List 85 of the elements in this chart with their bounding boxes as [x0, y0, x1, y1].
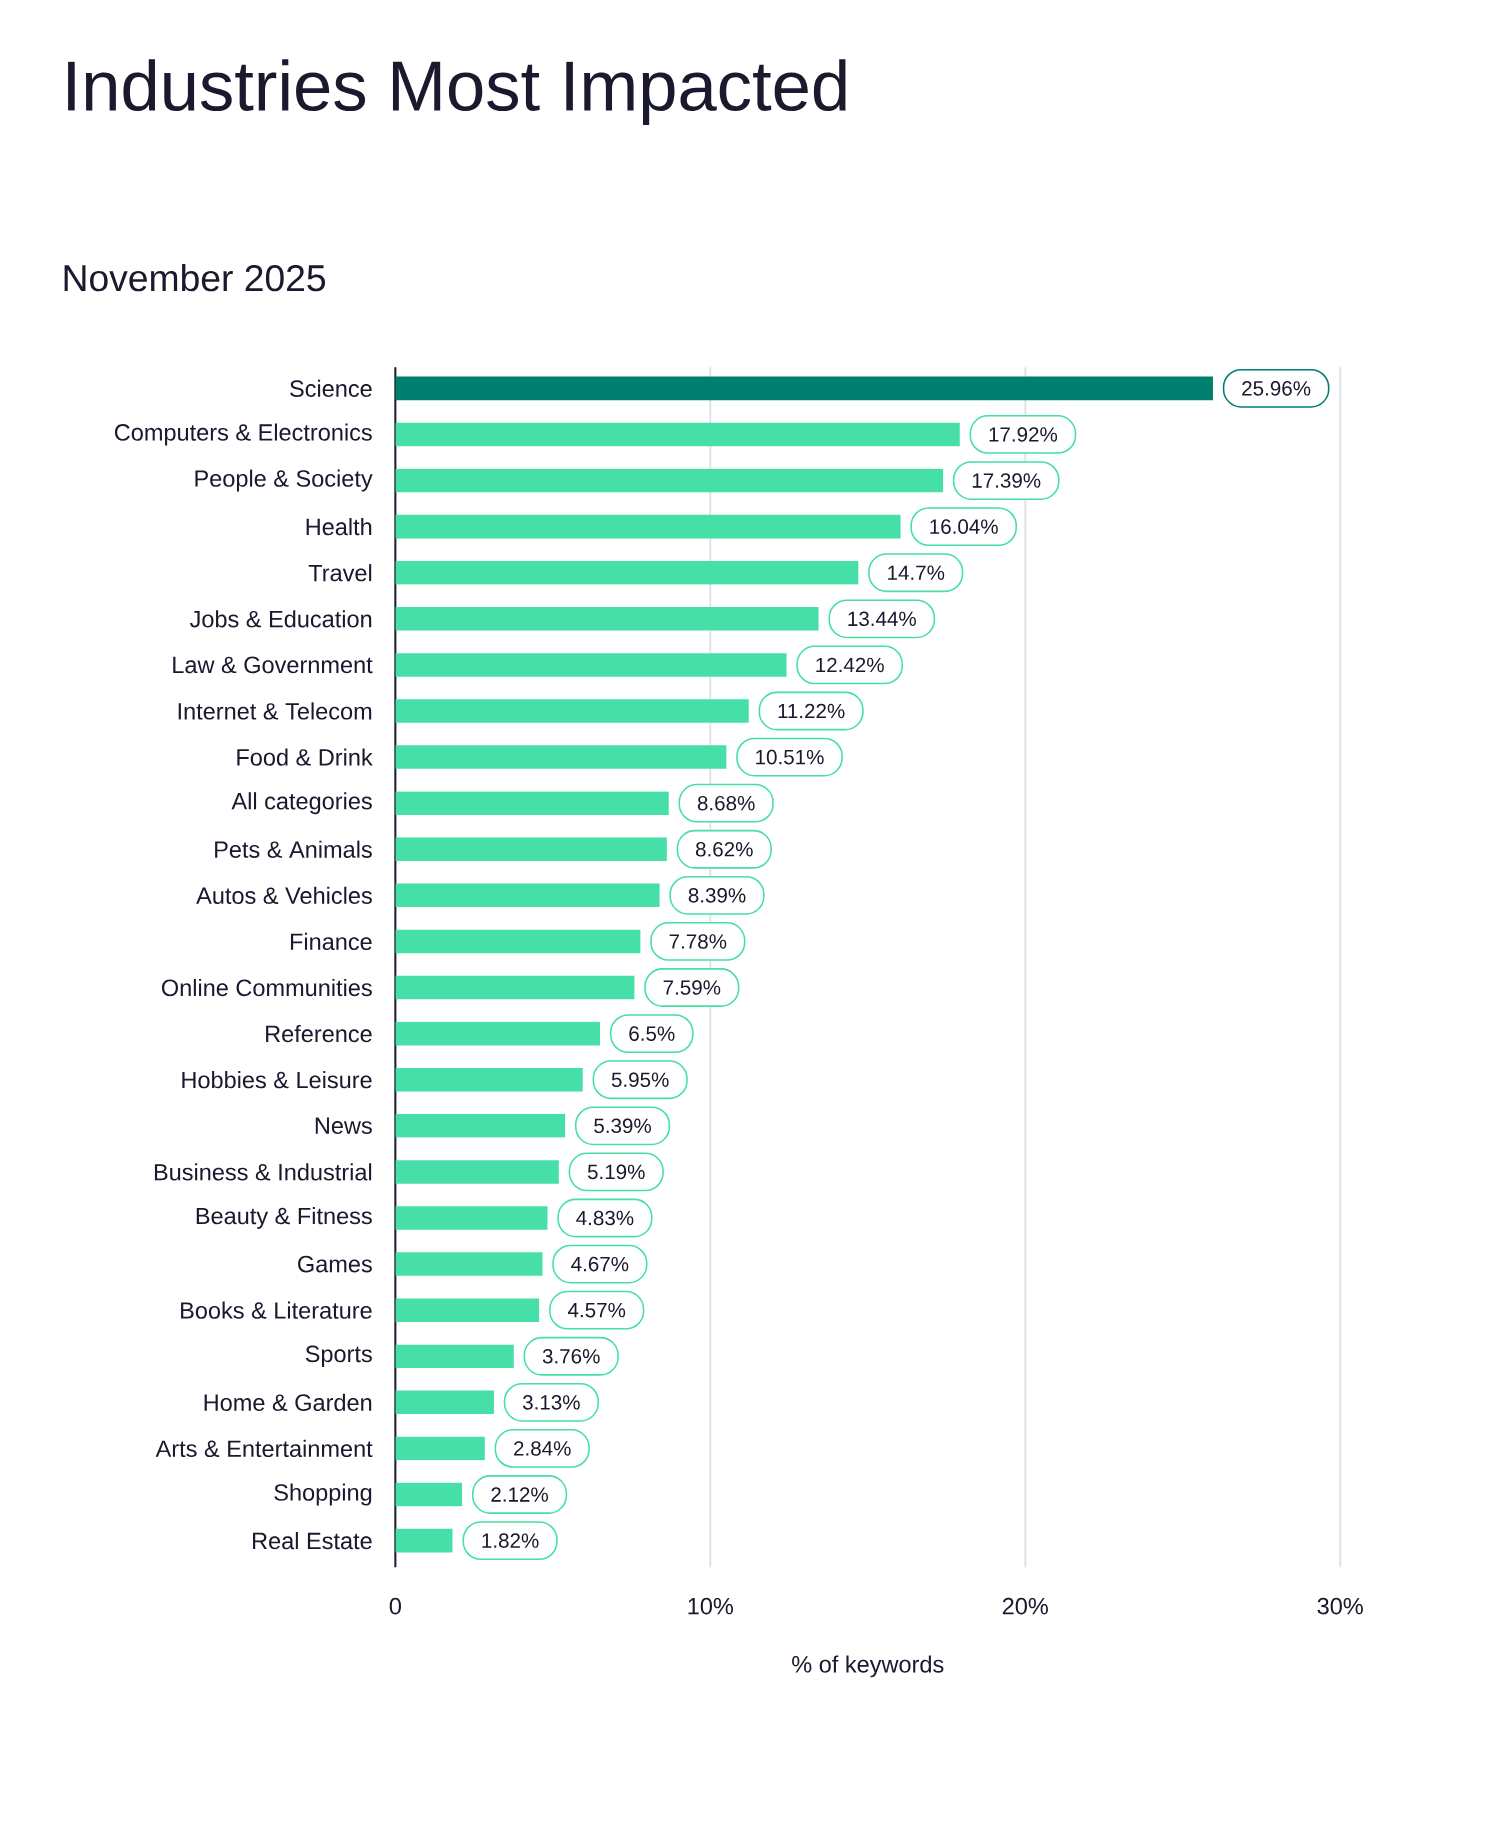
data-label: 3.76%	[542, 1348, 600, 1364]
bar	[395, 1390, 494, 1415]
y-tick-label: Food & Drink	[237, 748, 373, 766]
bar	[395, 1528, 453, 1553]
y-tick-label: Hobbies & Leisure	[182, 1071, 372, 1089]
data-label: 7.78%	[669, 934, 727, 949]
data-label: 8.68%	[697, 795, 755, 811]
data-label: 11.22%	[778, 703, 845, 719]
data-label: 8.62%	[695, 841, 753, 857]
y-tick-label: News	[315, 1117, 372, 1134]
bar	[395, 1252, 543, 1276]
y-tick-label: Beauty & Fitness	[196, 1207, 372, 1229]
y-tick-label: Books & Literature	[180, 1301, 372, 1319]
y-tick-label: Law & Government	[173, 656, 373, 674]
bar	[395, 653, 787, 677]
bar	[395, 422, 960, 447]
chart-title: Industries Most Impacted	[67, 59, 846, 126]
bar	[395, 1114, 566, 1138]
bar	[395, 883, 660, 908]
y-tick-label: People & Society	[195, 469, 373, 492]
bar	[395, 607, 819, 631]
y-tick-label: Home & Garden	[204, 1393, 372, 1411]
data-label: 12.42%	[816, 657, 884, 673]
x-tick-label: 20%	[1002, 1597, 1048, 1615]
data-label: 2.12%	[491, 1487, 548, 1502]
data-label: 2.84%	[513, 1441, 571, 1456]
y-tick-label: Jobs & Education	[189, 610, 372, 628]
bar	[395, 791, 669, 815]
data-label: 5.95%	[611, 1072, 669, 1088]
bar	[395, 1160, 559, 1184]
data-label: 16.04%	[930, 519, 998, 534]
bar	[395, 1436, 485, 1461]
x-tick-label: 30%	[1317, 1597, 1363, 1615]
y-tick-label: Real Estate	[252, 1531, 372, 1550]
bar	[395, 699, 749, 723]
data-label: 17.92%	[989, 427, 1057, 442]
bar	[395, 1206, 548, 1230]
data-label: 1.82%	[482, 1533, 539, 1548]
bar	[395, 745, 727, 769]
data-label: 3.13%	[522, 1395, 580, 1410]
bar	[395, 1344, 514, 1369]
data-label: 14.7%	[888, 565, 945, 580]
bar	[395, 376, 1213, 401]
bar	[395, 1482, 463, 1507]
y-tick-label: Games	[297, 1255, 372, 1273]
chart-subtitle: November 2025	[64, 263, 325, 292]
y-tick-label: Shopping	[274, 1483, 372, 1506]
y-tick-label: Internet & Telecom	[178, 702, 372, 720]
x-tick-label: 0	[389, 1597, 401, 1615]
x-axis-title: % of keywords	[791, 1655, 944, 1678]
data-label: 13.44%	[848, 611, 916, 627]
y-tick-label: Arts & Entertainment	[155, 1439, 373, 1458]
y-tick-label: Finance	[290, 932, 372, 951]
data-label: 5.39%	[594, 1118, 651, 1134]
data-label: 17.39%	[972, 473, 1041, 488]
y-tick-label: Sports	[305, 1345, 372, 1367]
bar	[395, 1298, 540, 1322]
y-tick-label: All categories	[231, 792, 372, 815]
y-tick-label: Travel	[308, 564, 372, 582]
bar	[395, 560, 859, 585]
y-tick-label: Autos & Vehicles	[196, 886, 372, 904]
data-label: 4.57%	[567, 1302, 626, 1318]
y-tick-label: Business & Industrial	[154, 1163, 372, 1181]
data-label: 5.19%	[587, 1164, 645, 1180]
y-tick-label: Reference	[265, 1024, 372, 1043]
bar	[395, 929, 641, 954]
data-label: 8.39%	[688, 888, 746, 903]
data-label: 25.96%	[1242, 381, 1311, 396]
y-tick-label: Online Communities	[161, 978, 372, 997]
bar	[395, 837, 667, 862]
bar	[395, 514, 901, 539]
data-label: 4.67%	[571, 1256, 629, 1272]
y-tick-label: Pets & Animals	[215, 840, 372, 858]
data-label: 4.83%	[576, 1210, 634, 1226]
y-tick-label: Health	[306, 518, 372, 536]
bar	[395, 468, 943, 493]
bar	[395, 975, 635, 1000]
data-label: 10.51%	[756, 749, 824, 765]
bar	[395, 1067, 583, 1092]
data-label: 6.5%	[629, 1026, 675, 1041]
bar	[395, 1021, 600, 1046]
data-label: 7.59%	[663, 980, 721, 995]
y-tick-label: Science	[289, 379, 372, 397]
x-tick-label: 10%	[688, 1597, 733, 1615]
y-tick-label: Computers & Electronics	[114, 423, 372, 446]
